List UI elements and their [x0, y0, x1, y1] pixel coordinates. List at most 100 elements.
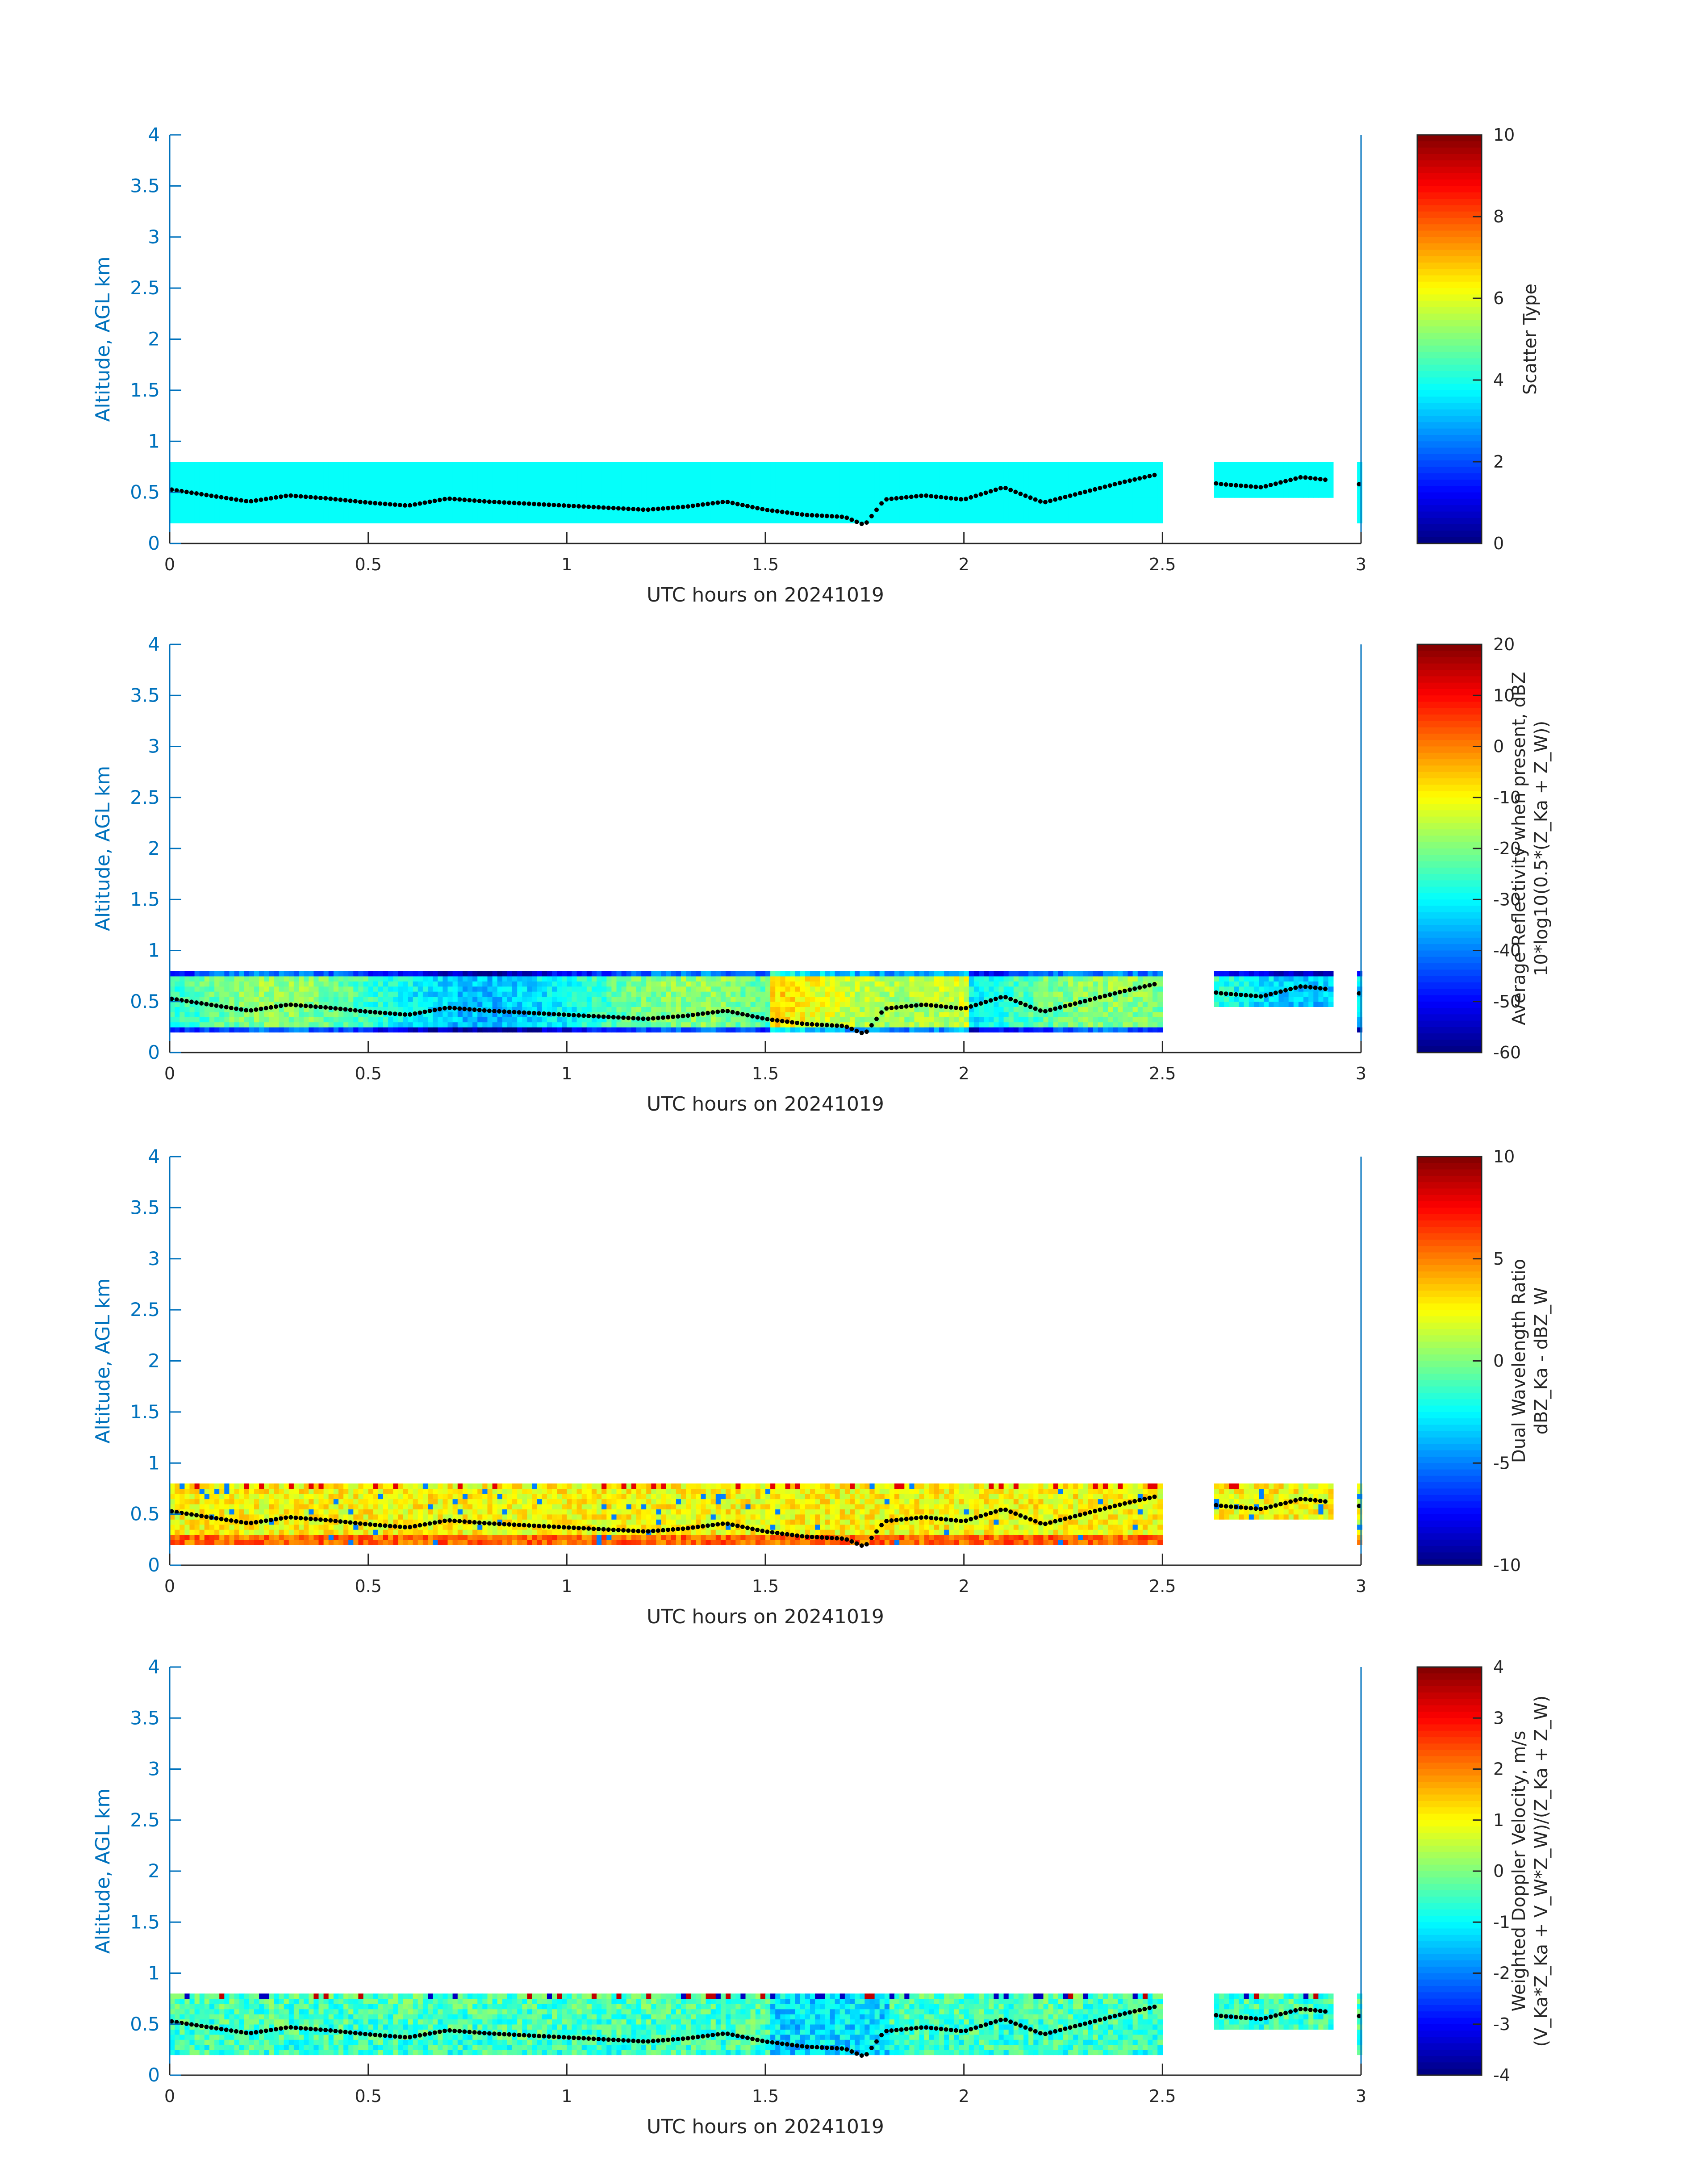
heatmap-cell	[403, 492, 409, 498]
heatmap-cell	[825, 477, 831, 483]
heatmap-cell	[656, 477, 662, 483]
heatmap-cell	[616, 497, 622, 503]
heatmap-cell	[224, 981, 230, 987]
heatmap-cell	[353, 487, 359, 493]
boundary-marker	[249, 499, 254, 504]
heatmap-cell	[209, 467, 215, 472]
heatmap-cell	[696, 482, 702, 488]
heatmap-cell	[969, 502, 974, 508]
heatmap-cell	[422, 1007, 428, 1012]
heatmap-cell	[701, 507, 706, 514]
heatmap-cell	[572, 986, 577, 992]
heatmap-cell	[795, 502, 801, 508]
heatmap-cell	[288, 477, 294, 483]
heatmap-cell	[1274, 492, 1279, 498]
heatmap-cell	[224, 472, 230, 478]
heatmap-cell	[542, 472, 547, 478]
heatmap-cell	[517, 497, 523, 503]
heatmap-cell	[552, 462, 557, 468]
heatmap-cell	[284, 1027, 289, 1033]
heatmap-cell	[517, 986, 523, 992]
heatmap-cell	[810, 518, 815, 523]
heatmap-cell	[949, 976, 955, 982]
heatmap-cell	[184, 991, 190, 997]
heatmap-cell	[735, 1027, 741, 1033]
heatmap-cell	[557, 1001, 562, 1007]
heatmap-cell	[224, 513, 230, 518]
heatmap-cell	[959, 518, 965, 523]
heatmap-cell	[175, 1017, 180, 1023]
heatmap-cell	[701, 1027, 706, 1033]
heatmap-cell	[998, 1007, 1004, 1012]
heatmap-cell	[979, 981, 984, 987]
heatmap-cell	[304, 991, 309, 997]
heatmap-cell	[562, 986, 568, 992]
heatmap-cell	[393, 492, 399, 498]
heatmap-cell	[502, 1027, 508, 1033]
heatmap-cell	[383, 482, 388, 488]
heatmap-cell	[373, 502, 379, 508]
heatmap-cell	[606, 467, 612, 472]
heatmap-cell	[1264, 487, 1269, 493]
heatmap-cell	[720, 1027, 726, 1033]
heatmap-cell	[572, 497, 577, 503]
heatmap-cell	[482, 1017, 488, 1023]
heatmap-cell	[839, 981, 845, 987]
heatmap-cell	[671, 1027, 677, 1033]
heatmap-cell	[214, 996, 220, 1002]
heatmap-cell	[666, 497, 672, 503]
heatmap-cell	[825, 991, 831, 997]
heatmap-cell	[1043, 472, 1049, 478]
heatmap-cell	[820, 487, 826, 493]
heatmap-cell	[914, 996, 920, 1002]
heatmap-cell	[994, 986, 999, 992]
heatmap-cell	[269, 1017, 275, 1023]
heatmap-cell	[1098, 477, 1103, 483]
heatmap-cell	[839, 971, 845, 977]
heatmap-cell	[1157, 467, 1163, 472]
heatmap-cell	[839, 472, 845, 478]
heatmap-cell	[914, 518, 920, 523]
heatmap-cell	[636, 513, 642, 518]
heatmap-cell	[318, 477, 324, 483]
heatmap-cell	[631, 971, 637, 977]
heatmap-cell	[994, 497, 999, 503]
heatmap-cell	[1003, 991, 1009, 997]
heatmap-cell	[954, 513, 960, 518]
heatmap-cell	[219, 1011, 225, 1017]
heatmap-cell	[785, 467, 791, 472]
heatmap-cell	[681, 1022, 686, 1028]
heatmap-cell	[224, 991, 230, 997]
heatmap-cell	[825, 492, 831, 498]
boundary-marker	[1152, 472, 1157, 477]
heatmap-cell	[1313, 482, 1319, 488]
heatmap-cell	[1003, 492, 1009, 498]
heatmap-cell	[785, 971, 791, 977]
heatmap-cell	[839, 976, 845, 982]
heatmap-cell	[398, 1007, 404, 1012]
heatmap-cell	[353, 1017, 359, 1023]
heatmap-cell	[874, 1011, 880, 1017]
heatmap-cell	[616, 518, 622, 523]
heatmap-cell	[839, 487, 845, 493]
heatmap-cell	[219, 477, 225, 483]
heatmap-cell	[1063, 462, 1069, 468]
heatmap-cell	[785, 981, 791, 987]
heatmap-cell	[522, 996, 528, 1002]
heatmap-cell	[581, 507, 587, 514]
heatmap-cell	[522, 1017, 528, 1023]
heatmap-cell	[914, 507, 920, 514]
heatmap-cell	[170, 991, 175, 997]
heatmap-cell	[661, 996, 667, 1002]
heatmap-cell	[750, 467, 756, 472]
heatmap-cell	[378, 518, 384, 523]
heatmap-cell	[418, 991, 423, 997]
heatmap-cell	[581, 976, 587, 982]
boundary-marker	[879, 501, 884, 506]
heatmap-cell	[1219, 462, 1224, 468]
heatmap-cell	[229, 971, 235, 977]
heatmap-cell	[869, 518, 875, 523]
heatmap-cell	[1108, 477, 1113, 483]
heatmap-cell	[1264, 492, 1269, 498]
